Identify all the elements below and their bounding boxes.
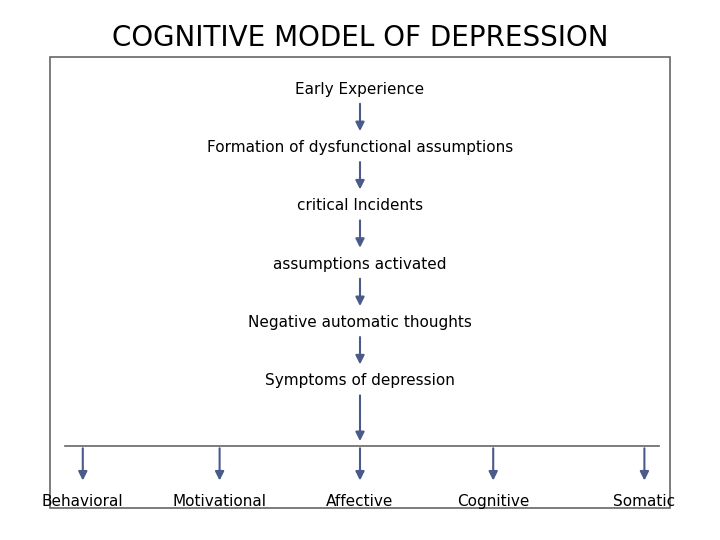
Text: COGNITIVE MODEL OF DEPRESSION: COGNITIVE MODEL OF DEPRESSION <box>112 24 608 52</box>
Text: Affective: Affective <box>326 494 394 509</box>
Text: Behavioral: Behavioral <box>42 494 124 509</box>
Text: Somatic: Somatic <box>613 494 675 509</box>
Text: Symptoms of depression: Symptoms of depression <box>265 373 455 388</box>
Text: critical Incidents: critical Incidents <box>297 198 423 213</box>
Text: Cognitive: Cognitive <box>457 494 529 509</box>
Text: Formation of dysfunctional assumptions: Formation of dysfunctional assumptions <box>207 140 513 155</box>
Text: Motivational: Motivational <box>173 494 266 509</box>
Bar <box>50 57 670 508</box>
Text: assumptions activated: assumptions activated <box>274 256 446 272</box>
Text: Negative automatic thoughts: Negative automatic thoughts <box>248 315 472 330</box>
Text: Early Experience: Early Experience <box>295 82 425 97</box>
